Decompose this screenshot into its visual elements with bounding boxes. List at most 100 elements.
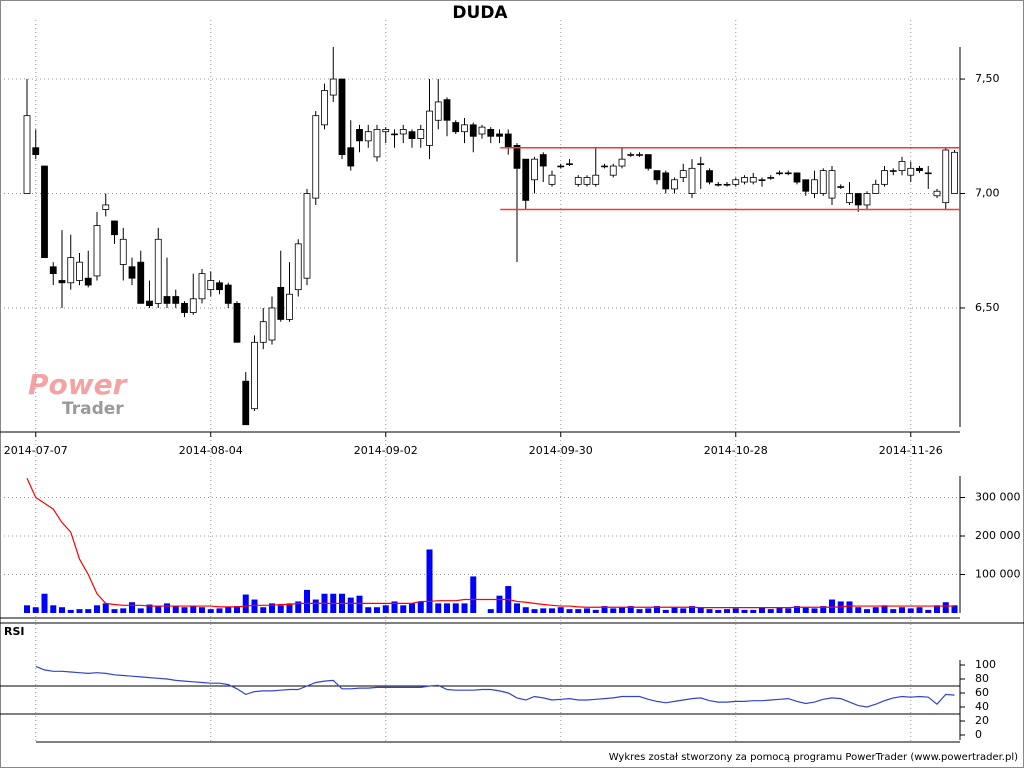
candle-body — [347, 147, 355, 167]
volume-bar — [269, 603, 275, 613]
candle-body — [417, 129, 425, 139]
x-tick-label: 2014-09-02 — [354, 444, 418, 457]
candle-body — [916, 167, 923, 172]
volume-bar — [111, 609, 118, 613]
candle-body — [592, 174, 600, 185]
volume-bar — [417, 601, 424, 613]
candle-body — [23, 115, 31, 194]
candle-body — [373, 129, 381, 158]
volume-bar — [356, 595, 363, 613]
candle-body — [671, 179, 678, 190]
candle-body — [93, 225, 101, 277]
candle-body — [679, 170, 687, 178]
y-tick-label: 6,50 — [975, 301, 1000, 314]
candle-body — [259, 321, 267, 343]
candle-body — [749, 177, 757, 183]
volume-bar — [444, 603, 450, 613]
volume-bar — [627, 606, 634, 613]
candle-body — [434, 101, 442, 121]
volume-bar — [566, 609, 573, 613]
candle-body — [793, 172, 801, 183]
candle-body — [216, 282, 223, 291]
footer: Wykres został stworzony za pomocą progra… — [609, 752, 1018, 763]
volume-bar — [654, 606, 660, 613]
candle-body — [364, 131, 372, 142]
candle-body — [268, 307, 276, 341]
volume-bar — [50, 605, 57, 613]
candle-body — [609, 165, 617, 176]
volume-bar — [872, 607, 879, 613]
volume-bar — [662, 609, 669, 613]
candle-body — [146, 300, 153, 307]
volume-bar — [689, 606, 695, 613]
volume-bar — [102, 603, 109, 613]
candle-body — [662, 172, 670, 190]
chart-title: DUDA — [452, 3, 508, 23]
candle-body — [189, 298, 197, 313]
volume-bar — [164, 603, 170, 613]
candle-body — [688, 167, 696, 194]
candle-body — [601, 165, 608, 168]
candle-body — [49, 266, 57, 275]
y-tick-label: 100 — [975, 658, 996, 671]
candle-body — [391, 133, 398, 136]
volume-bar — [732, 608, 739, 613]
candle-body — [548, 174, 556, 185]
candle-body — [452, 122, 460, 133]
volume-bar — [636, 609, 643, 613]
volume-bar — [811, 608, 818, 613]
volume-bar — [216, 608, 223, 613]
candle-body — [767, 177, 775, 179]
volume-bar — [146, 604, 153, 613]
candle-body — [119, 238, 127, 265]
candle-body — [714, 183, 722, 186]
candle-body — [102, 204, 110, 210]
candle-body — [636, 154, 643, 156]
volume-bar — [199, 607, 205, 613]
volume-bar — [129, 602, 135, 613]
candle-body — [356, 129, 363, 142]
candle-body — [802, 179, 810, 192]
candle-body — [697, 163, 705, 165]
volume-bar — [76, 609, 83, 613]
volume-bar — [391, 601, 398, 613]
x-tick-label: 2014-09-30 — [529, 444, 593, 457]
volume-bar — [575, 609, 582, 613]
series-line — [35, 665, 955, 708]
candle-body — [828, 170, 836, 199]
y-tick-label: 40 — [975, 700, 989, 713]
volume-bar — [829, 599, 835, 613]
volume-bar — [435, 603, 442, 613]
volume-bar — [85, 609, 92, 613]
volume-bar — [776, 607, 783, 613]
y-tick-label: 80 — [975, 672, 989, 685]
volume-bar — [155, 606, 162, 613]
volume-bar — [890, 609, 897, 613]
candle-body — [251, 341, 258, 410]
candle-body — [898, 161, 906, 172]
candle-body — [242, 380, 250, 426]
candle-body — [513, 145, 521, 169]
candle-body — [137, 261, 145, 304]
volume-bar — [881, 605, 888, 613]
candle-body — [942, 149, 950, 204]
candle-body — [198, 273, 206, 300]
volume-bar — [934, 605, 940, 613]
volume-bar — [41, 593, 48, 613]
volume-bar — [951, 605, 958, 613]
candle-body — [758, 179, 766, 181]
volume-bar — [610, 608, 617, 613]
volume-bar — [592, 609, 599, 613]
candle-body — [321, 90, 328, 126]
candle-body — [399, 129, 407, 135]
candle-body — [933, 190, 941, 197]
volume-bar — [277, 605, 284, 613]
y-tick-label: 7,50 — [975, 72, 1000, 85]
volume-bar — [802, 607, 809, 613]
candle-body — [496, 133, 503, 137]
candle-body — [408, 131, 416, 139]
candle-body — [811, 179, 818, 194]
volume-bar — [899, 607, 905, 613]
